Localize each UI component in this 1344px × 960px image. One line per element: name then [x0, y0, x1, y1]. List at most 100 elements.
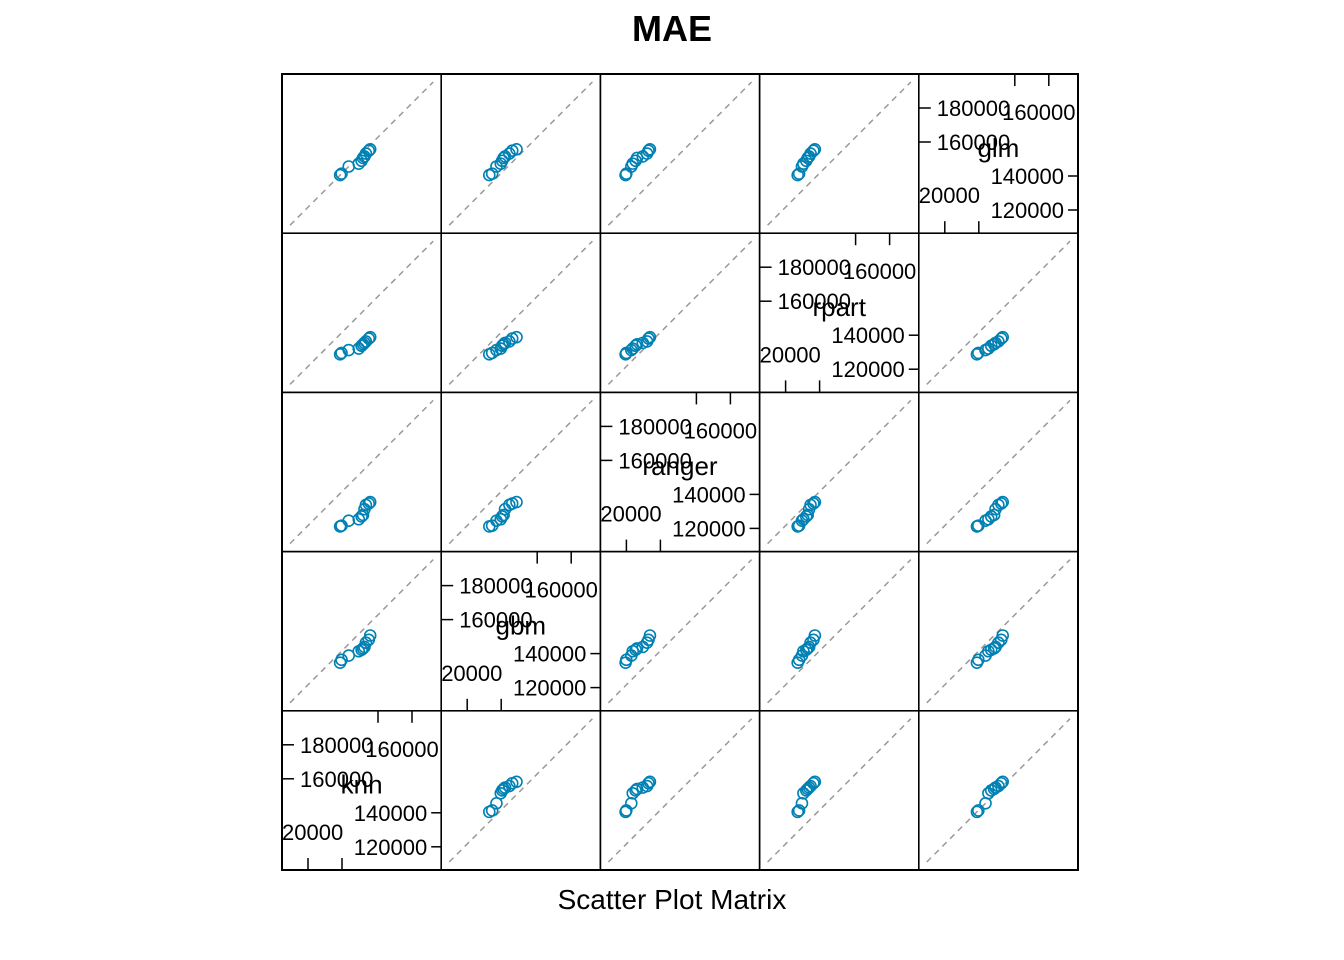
panel-gbm-vs-rpart — [440, 232, 602, 394]
panel-ranger-vs-rpart — [599, 232, 761, 394]
data-point — [808, 495, 822, 509]
tick-label: 120000 — [831, 357, 904, 382]
tick-label: 140000 — [672, 482, 745, 507]
data-point — [797, 512, 810, 526]
data-point — [643, 330, 657, 344]
data-point — [363, 495, 377, 509]
data-point — [495, 339, 509, 353]
data-point — [996, 495, 1009, 509]
data-point — [804, 779, 817, 793]
data-point — [335, 167, 348, 180]
data-point — [510, 143, 523, 156]
tick-label: 120000 — [513, 676, 586, 701]
reference-line — [607, 240, 753, 385]
data-point — [629, 643, 642, 657]
data-point — [495, 510, 509, 523]
data-point — [994, 776, 1008, 790]
var-label-ranger: ranger — [642, 451, 717, 481]
data-point — [972, 804, 985, 817]
reference-line — [607, 81, 753, 226]
data-point — [642, 776, 655, 790]
tick-label: 180000 — [459, 574, 532, 599]
data-point — [643, 629, 657, 642]
data-point — [333, 168, 347, 182]
panel-rpart-vs-knn — [758, 710, 920, 871]
data-point — [630, 642, 644, 655]
tick-label: 160000 — [618, 448, 691, 473]
data-point — [642, 332, 655, 345]
data-point — [994, 332, 1008, 345]
tick-label: 160000 — [937, 130, 1010, 155]
panel-ranger-vs-knn — [599, 710, 761, 871]
reference-line — [448, 399, 593, 545]
data-point — [629, 784, 642, 797]
data-point — [362, 332, 376, 345]
data-point — [510, 495, 523, 509]
tick-label: 160000 — [684, 418, 757, 443]
tick-label: 140000 — [831, 323, 904, 348]
data-point — [497, 338, 510, 351]
tick-label: 120000 — [354, 835, 427, 860]
tick-label: 20000 — [919, 183, 980, 208]
panel-rpart-vs-gbm — [758, 550, 920, 712]
data-point — [992, 335, 1005, 348]
data-point — [799, 643, 813, 657]
matrix-frame — [281, 73, 1079, 871]
tick-label: 180000 — [937, 96, 1010, 121]
tick-label: 20000 — [600, 502, 661, 527]
data-point — [642, 144, 655, 158]
tick-label: 160000 — [1002, 100, 1075, 125]
reference-line — [607, 559, 753, 704]
var-label-gbm: gbm — [496, 610, 547, 640]
panel-gbm-vs-knn — [440, 710, 602, 871]
reference-line — [607, 718, 753, 863]
panel-rpart-vs-glm — [758, 73, 920, 234]
data-point — [808, 775, 822, 789]
panel-glm-vs-ranger — [918, 391, 1079, 553]
data-point — [503, 779, 516, 793]
data-point — [359, 636, 373, 649]
tick-label: 20000 — [282, 820, 343, 845]
data-point — [629, 339, 642, 353]
panel-knn-vs-gbm — [281, 550, 442, 712]
panel-knn-vs-ranger — [281, 391, 442, 553]
reference-line — [767, 81, 912, 226]
data-point — [807, 497, 820, 510]
reference-line — [767, 559, 912, 704]
data-point — [994, 497, 1008, 510]
data-point — [355, 339, 368, 353]
data-point — [355, 510, 368, 523]
panels-layer: knn12000014000016000018000016000020000gb… — [281, 73, 1079, 871]
data-point — [626, 786, 640, 800]
data-point — [362, 144, 376, 158]
tick-label: 160000 — [524, 578, 597, 603]
data-point — [363, 330, 377, 344]
reference-line — [767, 718, 912, 863]
tick-label: 180000 — [618, 414, 691, 439]
tick-label: 160000 — [300, 767, 373, 792]
chart-title: MAE — [632, 8, 712, 49]
data-point — [643, 143, 657, 156]
tick-label: 160000 — [843, 259, 916, 284]
reference-line — [289, 399, 434, 545]
data-point — [510, 330, 523, 344]
var-label-glm: glm — [977, 133, 1019, 163]
panel-glm-vs-knn — [918, 710, 1079, 871]
data-point — [495, 784, 509, 797]
data-point — [808, 143, 822, 156]
data-point — [497, 508, 510, 522]
data-point — [359, 147, 373, 160]
panel-ranger-vs-glm — [599, 73, 761, 234]
panel-knn-vs-rpart — [281, 232, 442, 394]
data-point — [992, 779, 1005, 793]
data-point — [626, 342, 640, 355]
reference-line — [448, 240, 593, 385]
reference-line — [289, 240, 434, 385]
data-point — [363, 143, 377, 156]
panel-rpart-vs-ranger — [758, 391, 920, 553]
reference-line — [289, 559, 434, 704]
data-point — [807, 776, 820, 790]
